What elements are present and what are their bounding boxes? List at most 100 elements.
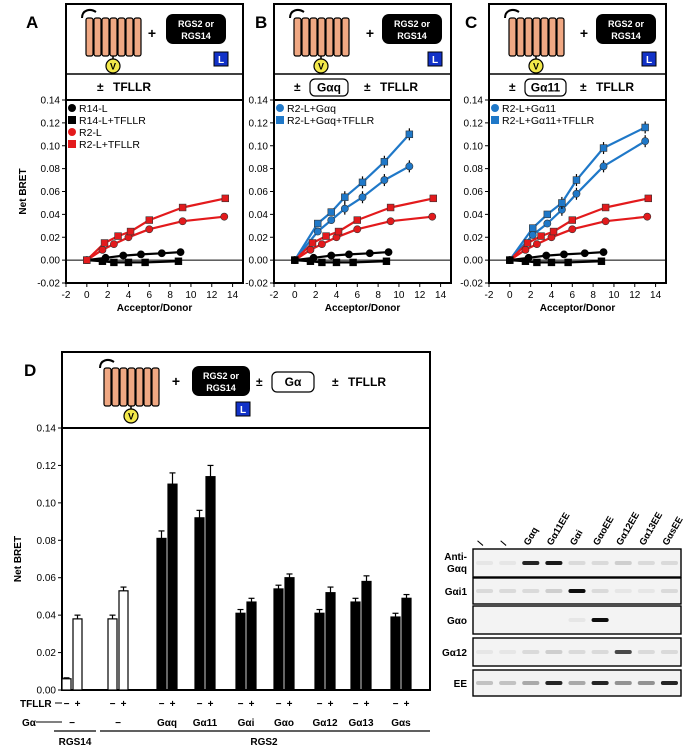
data-point [641, 123, 649, 132]
x-tick-label: 10 [608, 290, 620, 301]
x-tick-label: 2 [105, 290, 111, 301]
tfllr-sign: + [328, 699, 334, 710]
data-point [428, 212, 437, 221]
data-point [314, 219, 322, 228]
x-axis-title: Acceptor/Donor [540, 303, 616, 314]
data-point [380, 176, 389, 184]
y-tick-label: 0.14 [464, 96, 484, 107]
data-point [332, 258, 341, 267]
blot-row [472, 637, 682, 667]
panel-c: C V + RGS2 or RGS14 L ± Gα11 ± TFLLR -0.… [460, 3, 667, 314]
data-point [560, 250, 568, 259]
tfllr-sign: + [287, 699, 293, 710]
legend-marker [68, 104, 76, 112]
rgs-group-label: RGS2 [250, 737, 278, 748]
data-point [306, 245, 315, 254]
data-point [641, 137, 650, 146]
band [660, 589, 678, 593]
panel-label: B [255, 13, 267, 32]
rgs-label-1: RGS2 or [178, 19, 215, 29]
header-tfllr: TFLLR [596, 80, 634, 94]
band [522, 589, 540, 593]
data-point [174, 257, 183, 265]
x-tick-label: 10 [393, 290, 405, 301]
band [522, 681, 540, 685]
bar [194, 517, 205, 691]
data-point [537, 232, 545, 240]
y-tick-label: 0.08 [37, 536, 57, 547]
panel-d: D V + RGS2 or RGS14 L ± Gα ± TFLLR 0.000… [13, 351, 431, 748]
data-point [327, 208, 335, 216]
luciferase-label: L [240, 405, 246, 416]
data-point [528, 231, 537, 239]
legend-marker [68, 116, 76, 124]
lane-label: GαsEE [661, 515, 683, 548]
data-point [386, 217, 395, 226]
rgs-label-2: RGS14 [206, 383, 236, 393]
y-tick-label: -0.02 [460, 279, 483, 290]
y-tick-label: 0.12 [37, 461, 57, 472]
band [568, 681, 586, 685]
x-tick-label: 2 [313, 290, 319, 301]
tfllr-sign: − [353, 699, 359, 710]
data-point [543, 219, 552, 228]
data-point [98, 257, 107, 265]
data-point [529, 224, 537, 232]
data-point [353, 225, 362, 234]
band [591, 650, 609, 654]
plus-sign: + [366, 25, 374, 41]
galpha-label: Gαo [274, 718, 294, 729]
galpha-label: Gαs [391, 718, 411, 729]
bar [361, 580, 372, 691]
venus-icon [123, 408, 139, 424]
header-pm: ± [256, 375, 263, 389]
chart-c: -0.02 0.00 0.02 0.04 0.06 0.08 0.10 0.12 0.14 -2 0… [460, 96, 667, 314]
data-point [317, 240, 326, 249]
blot-row-label: Gα12 [442, 648, 467, 659]
data-point [291, 256, 299, 264]
header-g-alpha: Gα11 [531, 81, 561, 95]
data-point [145, 216, 153, 224]
x-tick-label: 10 [185, 290, 197, 301]
rgs-label-2: RGS14 [611, 31, 641, 41]
data-point [100, 239, 109, 247]
panel-a: A V + RGS2 or RGS14 L ± TFLLR -0.02 0.00 0… [18, 3, 244, 314]
data-point [345, 250, 353, 259]
rgs-label-2: RGS14 [397, 31, 427, 41]
band [568, 650, 586, 654]
bar [72, 618, 83, 691]
luciferase-label: L [432, 55, 438, 66]
venus-label: V [110, 62, 116, 72]
tfllr-sign: − [276, 699, 282, 710]
x-tick-label: 4 [334, 290, 340, 301]
blot-row-label: Anti- [444, 552, 467, 563]
data-point [542, 251, 551, 260]
data-point [599, 162, 608, 171]
bar [314, 612, 325, 691]
panel-label: A [26, 13, 38, 32]
blot-row-label: Gαo [447, 616, 467, 627]
y-tick-label: 0.06 [37, 573, 57, 584]
y-tick-label: 0.04 [464, 210, 484, 221]
luciferase-label: L [218, 55, 224, 66]
header-pm-2: ± [332, 375, 339, 389]
galpha-label: Gα13 [348, 718, 373, 729]
y-tick-label: 0.00 [41, 256, 61, 267]
data-point [386, 203, 395, 212]
x-tick-label: 8 [590, 290, 596, 301]
header-pm: ± [509, 80, 516, 94]
data-point [429, 194, 437, 203]
legend-label: R2-L+TFLLR [79, 139, 140, 151]
lane-label: / [499, 539, 510, 547]
rgs-box [596, 14, 656, 44]
band [476, 589, 494, 593]
y-tick-label: 0.04 [41, 210, 61, 221]
data-point [521, 245, 530, 254]
x-tick-label: 12 [414, 290, 426, 301]
data-point [322, 232, 330, 240]
x-tick-label: -2 [485, 290, 494, 301]
data-point [405, 162, 414, 171]
x-tick-label: 12 [629, 290, 641, 301]
data-point [532, 240, 541, 249]
